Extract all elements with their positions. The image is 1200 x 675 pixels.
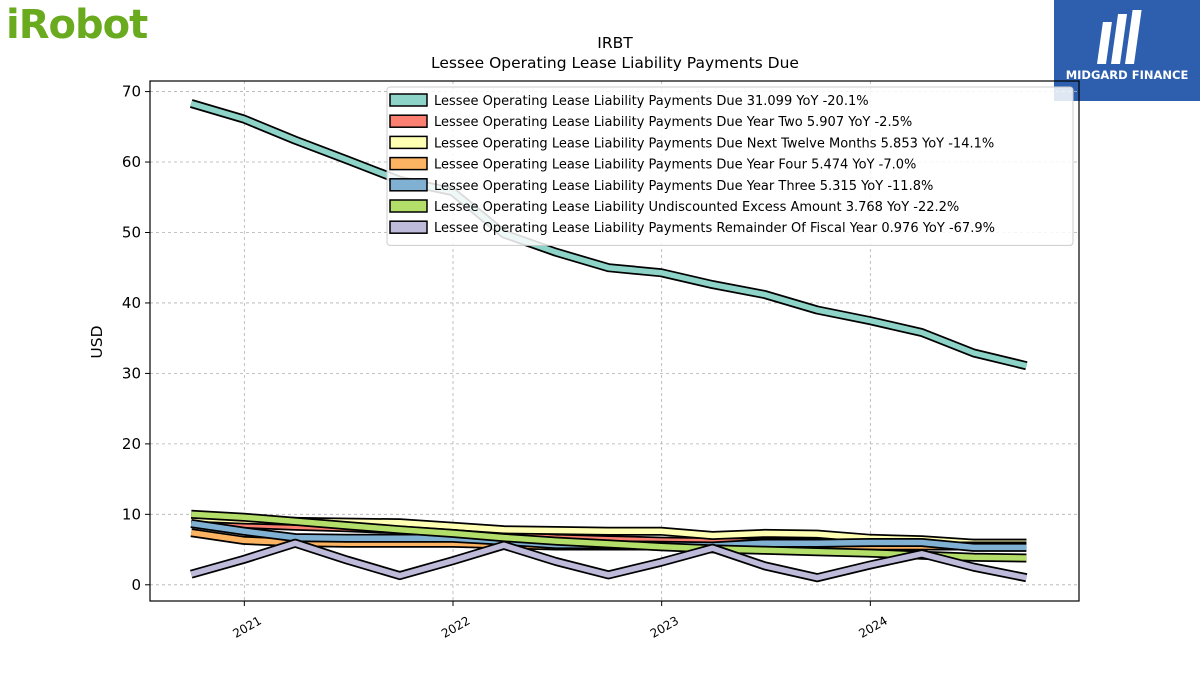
legend-entry: Lessee Operating Lease Liability Payment… xyxy=(434,136,994,151)
y-tick-label: 20 xyxy=(122,435,141,453)
y-tick-label: 70 xyxy=(122,83,141,101)
legend: Lessee Operating Lease Liability Payment… xyxy=(386,86,1074,246)
x-tick-label: 2024 xyxy=(856,613,889,640)
legend-swatch xyxy=(389,114,428,128)
series-lines xyxy=(189,99,1028,583)
legend-swatch xyxy=(389,220,428,234)
y-tick-label: 30 xyxy=(122,364,141,382)
legend-swatch xyxy=(389,156,428,171)
x-tick-label: 2023 xyxy=(648,613,681,640)
x-tick-label: 2022 xyxy=(439,613,472,640)
irobot-logo: iRobot xyxy=(6,2,148,48)
chart-title: IRBT xyxy=(597,34,633,52)
legend-swatch xyxy=(389,199,428,213)
y-axis-label: USD xyxy=(88,325,106,358)
x-tick-label: 2021 xyxy=(230,613,263,640)
legend-entry: Lessee Operating Lease Liability Payment… xyxy=(434,221,995,236)
legend-entry: Lessee Operating Lease Liability Undisco… xyxy=(434,200,959,215)
legend-entry: Lessee Operating Lease Liability Payment… xyxy=(434,158,916,173)
series-line xyxy=(190,540,1027,581)
plot-area xyxy=(149,80,1080,602)
legend-entry: Lessee Operating Lease Liability Payment… xyxy=(434,179,933,194)
legend-entry: Lessee Operating Lease Liability Payment… xyxy=(434,115,912,130)
midgard-finance-logo: MIDGARD FINANCE xyxy=(1054,0,1200,101)
y-tick-label: 50 xyxy=(122,223,141,241)
y-tick-label: 40 xyxy=(122,294,141,312)
series-line xyxy=(190,100,1028,369)
chart-subtitle: Lessee Operating Lease Liability Payment… xyxy=(431,54,799,72)
y-tick-label: 10 xyxy=(122,505,141,523)
legend-swatch xyxy=(389,178,428,192)
midgard-mark-icon xyxy=(1097,10,1142,64)
legend-box xyxy=(386,86,1074,246)
legend-swatch xyxy=(389,93,428,107)
y-tick-label: 0 xyxy=(131,576,141,594)
midgard-finance-label: MIDGARD FINANCE xyxy=(1065,68,1189,82)
legend-entry: Lessee Operating Lease Liability Payment… xyxy=(434,94,869,109)
legend-swatch xyxy=(389,135,428,150)
y-tick-label: 60 xyxy=(122,153,141,171)
series-line xyxy=(191,511,1027,561)
